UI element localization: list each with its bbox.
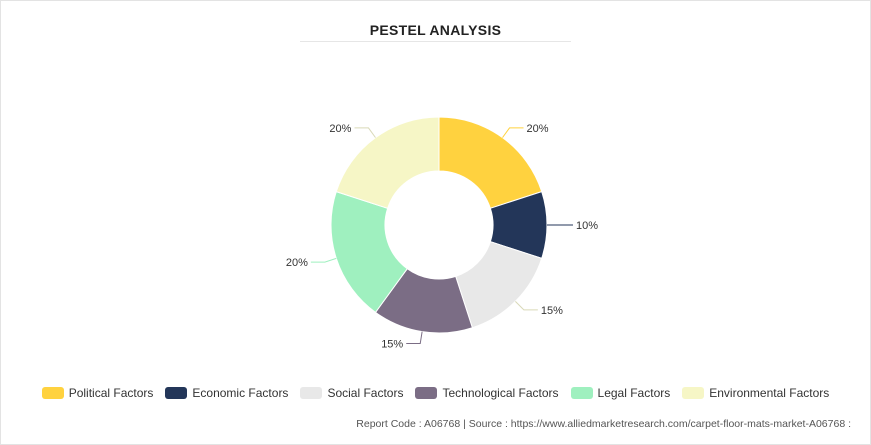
legend-label: Social Factors — [327, 386, 404, 400]
legend-swatch — [165, 387, 188, 399]
legend-label: Political Factors — [68, 386, 154, 400]
title-divider — [300, 41, 571, 42]
legend-item-political[interactable]: Political Factors — [41, 386, 154, 400]
legend-item-legal[interactable]: Legal Factors — [570, 386, 671, 400]
legend-label: Economic Factors — [192, 386, 289, 400]
legend-swatch — [415, 387, 438, 399]
leader-line-technological — [406, 331, 423, 345]
leader-line-legal — [310, 257, 337, 263]
legend-item-environmental[interactable]: Environmental Factors — [682, 386, 829, 400]
legend-swatch — [682, 387, 705, 399]
data-label-environmental: 20% — [329, 123, 351, 135]
legend-item-economic[interactable]: Economic Factors — [165, 386, 288, 400]
leader-line-environmental — [354, 127, 376, 138]
data-label-political: 20% — [527, 123, 549, 135]
data-label-legal: 20% — [286, 257, 308, 269]
data-label-social: 15% — [541, 305, 563, 317]
chart-legend: Political Factors Economic Factors Socia… — [0, 386, 871, 400]
legend-swatch — [300, 387, 323, 399]
leader-line-political — [502, 127, 524, 138]
chart-title: PESTEL ANALYSIS — [369, 22, 502, 38]
legend-item-social[interactable]: Social Factors — [300, 386, 403, 400]
legend-label: Technological Factors — [442, 386, 559, 400]
legend-swatch — [570, 387, 593, 399]
legend-item-technological[interactable]: Technological Factors — [415, 386, 559, 400]
report-source-footer: Report Code : A06768 | Source : https://… — [356, 418, 851, 430]
leader-line-social — [515, 301, 538, 311]
donut-slice-environmental[interactable] — [335, 116, 440, 209]
legend-label: Environmental Factors — [709, 386, 830, 400]
legend-label: Legal Factors — [597, 386, 671, 400]
data-label-technological: 15% — [381, 339, 403, 351]
legend-swatch — [41, 387, 64, 399]
data-label-economic: 10% — [576, 220, 598, 232]
